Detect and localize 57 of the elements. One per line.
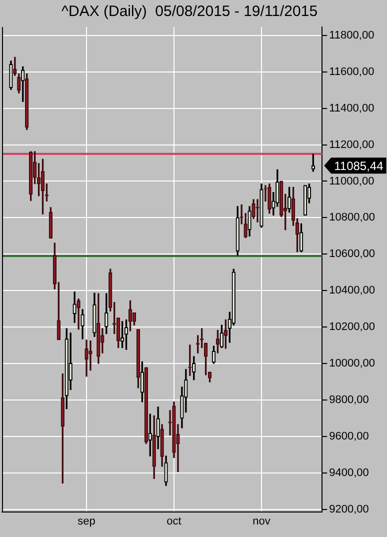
candlestick [17,73,21,94]
candlestick [152,415,156,479]
candlestick [40,158,45,214]
candlestick [136,329,140,388]
y-tick-label: 11200,00 [329,138,374,151]
y-tick-label: 9800,00 [329,394,369,406]
y-tick-label: 9400,00 [329,466,369,479]
candlestick [76,298,80,330]
candlestick [92,292,96,337]
candlestick [128,300,132,332]
candlestick [268,183,272,214]
candlestick [72,292,76,323]
y-tick-label: 11400,00 [329,102,374,114]
candlestick [9,60,13,90]
y-tick-label: 11800,00 [329,29,374,42]
candlestick [260,183,264,228]
candlestick [144,367,148,444]
candlestick [244,213,248,238]
y-tick-label: 9200,00 [329,503,369,516]
candlestick [132,312,136,326]
candlestick [252,199,256,219]
x-tick-label: sep [78,515,96,528]
x-tick-label: oct [166,515,182,528]
chart-title: ^DAX (Daily) 05/08/2015 - 19/11/2015 [61,3,318,20]
candlestick [287,186,292,213]
y-tick-label: 11000,00 [329,175,374,188]
candlestick [303,185,308,216]
candlestick [236,206,240,256]
candlestick [96,293,100,364]
candlestick [224,319,228,349]
candlestick [84,340,88,377]
candlestick [29,151,33,201]
candlestick [60,373,64,484]
candlestick [276,169,280,207]
y-tick-label: 11600,00 [329,66,374,78]
candlestick [248,206,252,236]
y-tick-label: 10200,00 [329,321,376,334]
x-tick-label: nov [252,515,271,528]
candlestick [80,309,84,340]
y-tick-label: 10000,00 [329,358,376,370]
candlestick [104,293,108,334]
y-tick-label: 10800,00 [329,212,376,224]
y-tick-label: 10600,00 [329,248,376,260]
candlestick [299,223,304,252]
candlestick [25,73,29,130]
text: 11085,44 [334,158,384,173]
candlestick [216,330,220,354]
candlestick [192,356,196,380]
candlestick [160,424,164,467]
y-tick-label: 9600,00 [329,430,369,443]
y-tick-label: 10400,00 [329,284,376,297]
candlestick [220,324,224,348]
candlestick [256,199,260,222]
candlestick [64,328,68,410]
candlestick [164,456,168,486]
candlestick [311,154,316,172]
candlestick [48,207,53,238]
